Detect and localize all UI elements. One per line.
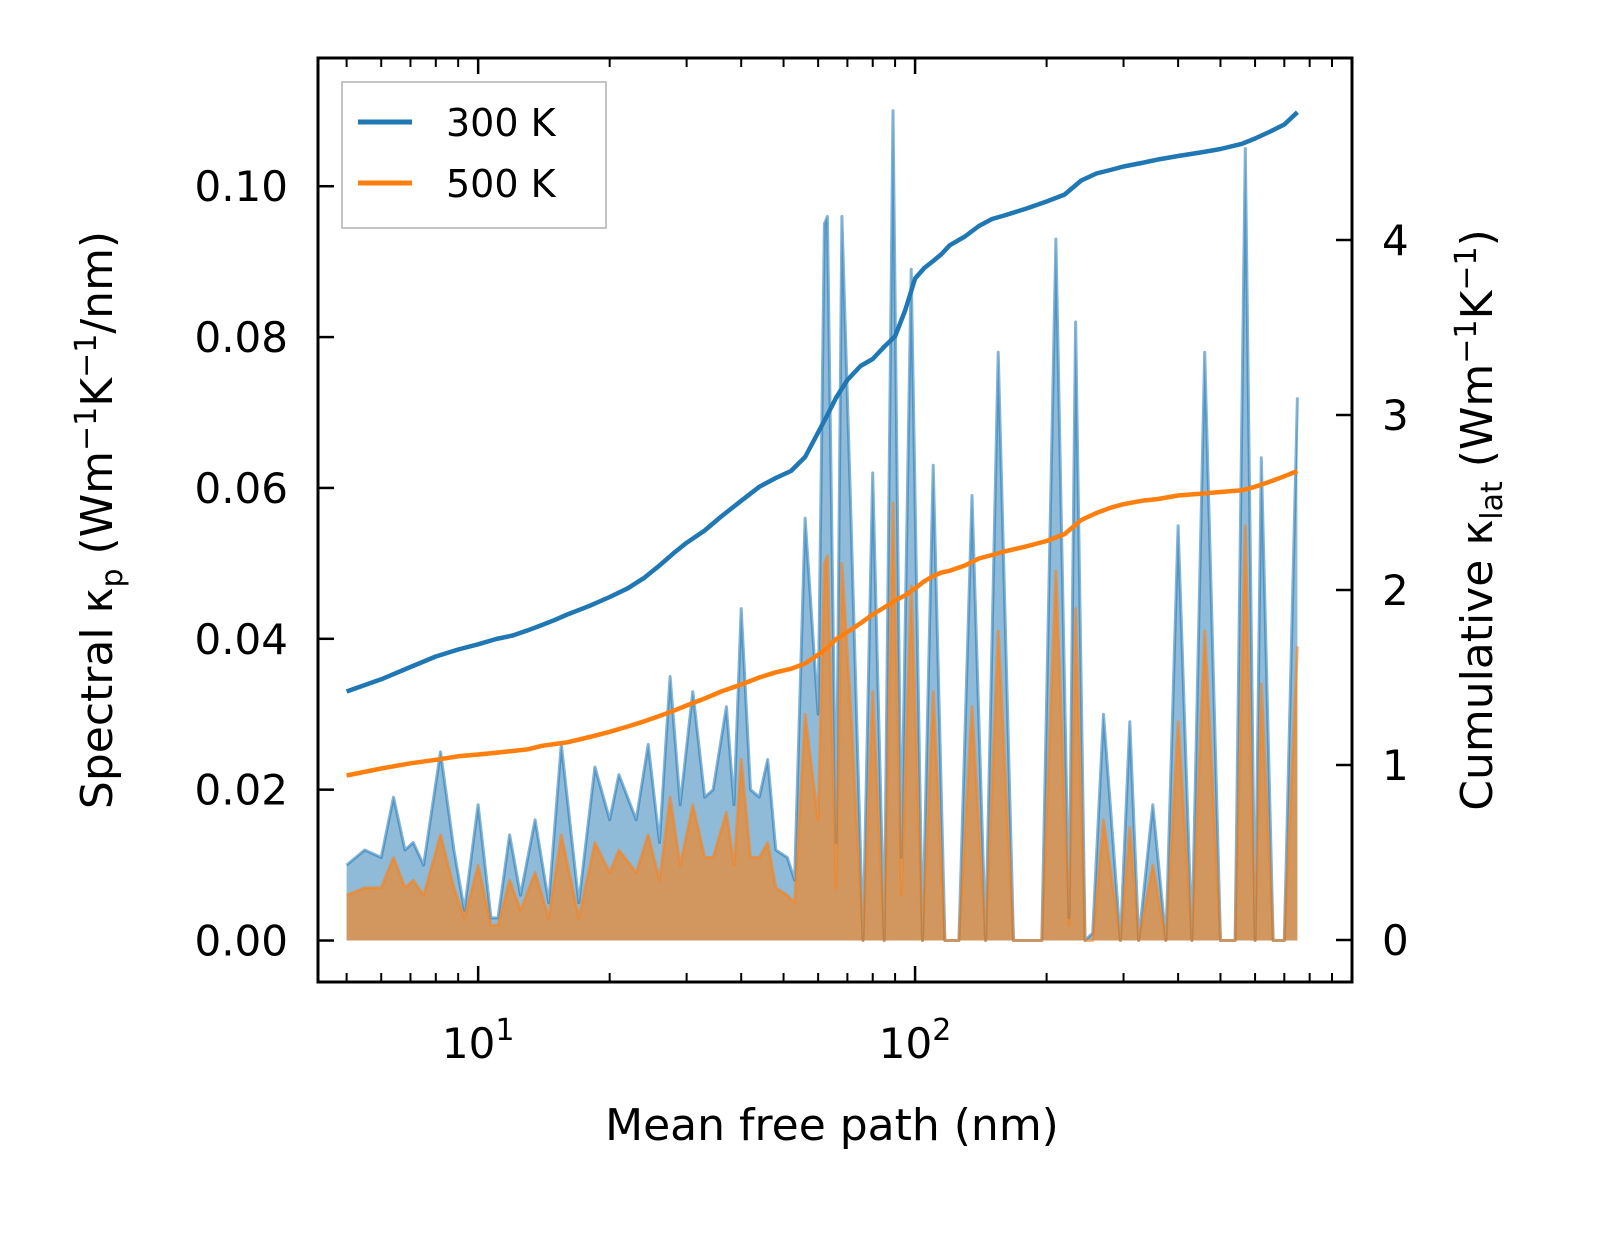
legend-label-300k: 300 K xyxy=(446,101,557,145)
y-right-title-unit-mid: K xyxy=(1452,289,1503,319)
y-right-title-sup2: −1 xyxy=(1449,246,1484,290)
y-left-title-sup1: −1 xyxy=(69,407,104,451)
y-left-tick-label: 0.06 xyxy=(194,464,288,513)
x-tick-base: 10 xyxy=(879,1019,932,1068)
spectral-line-500k xyxy=(346,501,1299,942)
y-left-tick-label: 0.02 xyxy=(194,766,288,815)
x-tick-exponent: 2 xyxy=(932,1013,951,1048)
y-left-title-main: Spectral κ xyxy=(72,588,123,810)
legend: 300 K 500 K xyxy=(341,81,607,229)
legend-label-500k: 500 K xyxy=(446,162,557,206)
cumulative-lines xyxy=(345,110,1299,778)
y-right-tick-label: 1 xyxy=(1382,741,1409,790)
y-right-tick-label: 4 xyxy=(1382,216,1409,265)
y-left-tick-label: 0.10 xyxy=(194,162,288,211)
y-right-tick-label: 2 xyxy=(1382,566,1409,615)
x-tick-label: 102 xyxy=(879,1013,952,1068)
y-axis-left-title: Spectral κp (Wm−1K−1/nm) xyxy=(69,231,130,809)
cumulative-line-500k xyxy=(346,468,1299,778)
y-left-title-unit-mid: K xyxy=(72,377,123,407)
legend-box xyxy=(341,81,607,229)
x-tick-label: 101 xyxy=(442,1013,515,1068)
y-left-title-unit-pre: (Wm xyxy=(72,451,123,569)
y-left-title-unit-post: /nm) xyxy=(72,231,123,334)
spectral-line-300k xyxy=(345,109,1299,942)
x-tick-exponent: 1 xyxy=(495,1013,514,1048)
y-left-tick-label: 0.08 xyxy=(194,313,288,362)
cumulative-line-300k xyxy=(345,110,1299,694)
y-right-title-unit-post: ) xyxy=(1452,229,1503,246)
y-right-title-sub: lat xyxy=(1475,481,1510,520)
y-left-tick-label: 0.00 xyxy=(194,917,288,966)
plot-frame xyxy=(316,56,1354,984)
ticks xyxy=(318,58,1354,982)
spectral-lines xyxy=(345,109,1299,942)
y-right-title-main: Cumulative κ xyxy=(1452,520,1503,811)
x-tick-base: 10 xyxy=(442,1019,495,1068)
x-axis-title: Mean free path (nm) xyxy=(605,1100,1059,1151)
y-right-title-sup1: −1 xyxy=(1449,319,1484,363)
plot-area xyxy=(345,109,1299,942)
y-left-title-sub: p xyxy=(95,568,130,587)
y-right-title-unit-pre: (Wm xyxy=(1452,364,1503,482)
y-right-tick-label: 0 xyxy=(1382,916,1409,965)
y-axis-right-title: Cumulative κlat (Wm−1K−1) xyxy=(1449,229,1510,811)
y-right-tick-label: 3 xyxy=(1382,391,1409,440)
y-left-tick-label: 0.04 xyxy=(194,615,288,664)
y-left-title-sup2: −1 xyxy=(69,334,104,378)
